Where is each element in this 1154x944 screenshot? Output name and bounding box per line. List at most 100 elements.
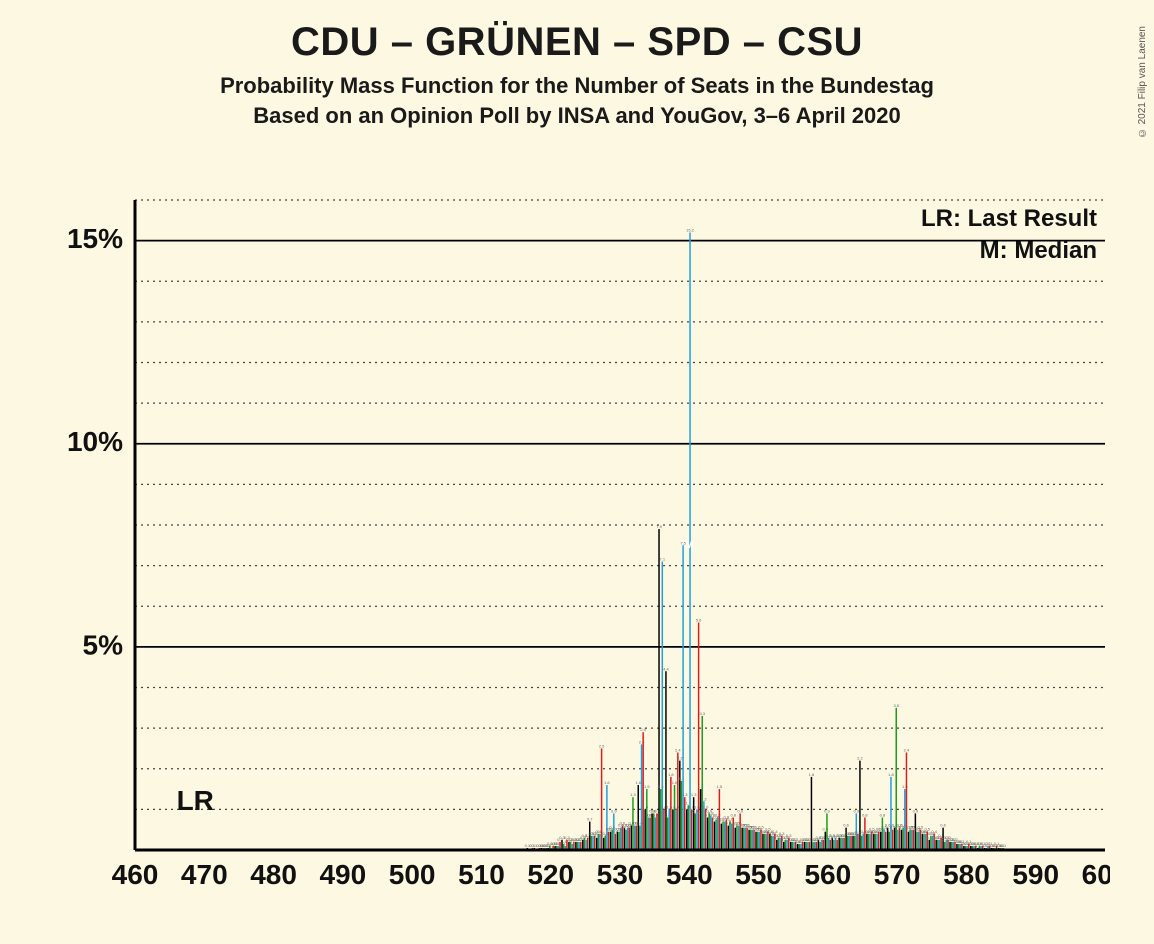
bar-value-label: 1.8 [888,772,894,777]
bar-green [750,830,751,850]
bar-green [639,826,640,850]
chart-svg: 0.10.10.10.10.10.10.10.10.10.10.10.10.10… [50,190,1110,910]
bar-red [830,840,831,850]
bar-black [748,830,749,850]
bar-value-label: 0.9 [854,808,860,813]
bar-value-label: 0.6 [940,823,946,828]
bar-blue [904,789,905,850]
bar-green [604,836,605,850]
bar-black [679,761,680,850]
bar-value-label: 5.6 [696,618,702,623]
bar-green [868,834,869,850]
bar-value-label: 0.1 [1001,843,1007,848]
bar-blue [627,828,628,850]
bar-blue [897,830,898,850]
bar-red [885,832,886,850]
bar-value-label: 1.5 [644,784,650,789]
xtick-label: 550 [735,859,782,890]
bar-black [631,826,632,850]
bar-blue [724,822,725,850]
bar-black [776,840,777,850]
bar-green [882,818,883,851]
bar-value-label: 1.3 [691,792,697,797]
bar-black [686,809,687,850]
bar-red [871,832,872,850]
bar-blue [592,836,593,850]
xtick-label: 530 [597,859,644,890]
bar-black [728,826,729,850]
bar-blue [634,826,635,850]
bar-value-label: 1.8 [668,772,674,777]
bar-value-label: 1.7 [679,776,685,781]
bar-black [665,671,666,850]
bar-black [741,828,742,850]
bar-red [656,813,657,850]
bar-value-label: 7.9 [656,524,662,529]
bar-black [672,809,673,850]
bar-black [651,813,652,850]
bar-green [916,832,917,850]
bar-value-label: 1.0 [673,804,679,809]
bar-black [582,840,583,850]
bar-red [594,836,595,850]
bar-value-label: 1.3 [682,792,688,797]
xtick-label: 570 [874,859,921,890]
bar-value-label: 0.6 [843,823,849,828]
bar-green [701,716,702,850]
bar-blue [738,826,739,850]
ytick-label: 5% [83,629,124,660]
bar-green [826,813,827,850]
bar-value-label: 0.9 [737,808,743,813]
bar-red [892,830,893,850]
xtick-label: 560 [804,859,851,890]
bar-green [695,813,696,850]
bar-blue [869,834,870,850]
bar-blue [939,840,940,850]
bar-green [729,822,730,850]
chart-subtitle-2: Based on an Opinion Poll by INSA and You… [0,103,1154,129]
bar-red [836,840,837,850]
bar-red [587,838,588,850]
bar-red [649,818,650,851]
bar-black [721,824,722,850]
xtick-label: 590 [1012,859,1059,890]
bar-blue [675,809,676,850]
legend-lr: LR: Last Result [921,205,1097,232]
bar-value-label: 0.9 [824,808,830,813]
xtick-label: 500 [389,859,436,890]
bar-green [861,836,862,850]
bar-black [755,832,756,850]
bar-blue [696,809,697,850]
bar-green [930,836,931,850]
bar-value-label: 1.8 [809,772,815,777]
bar-black [922,834,923,850]
bar-blue [911,830,912,850]
bar-black [610,832,611,850]
bar-value-label: 1.5 [717,784,723,789]
bar-green [715,820,716,850]
bar-value-label: 0.7 [587,817,593,822]
bar-red [698,623,699,851]
xtick-label: 480 [250,859,297,890]
bar-black [852,836,853,850]
bar-black [658,529,659,850]
xtick-label: 600 [1082,859,1110,890]
bar-blue [883,830,884,850]
bar-black [734,828,735,850]
bar-green [660,789,661,850]
bar-red [746,828,747,850]
bar-value-label: 1.2 [701,796,707,801]
bar-red [712,818,713,851]
bar-blue [890,777,891,850]
bar-green [854,836,855,850]
bar-blue [849,836,850,850]
bar-red [864,818,865,851]
bar-blue [766,834,767,850]
bar-green [902,828,903,850]
ytick-label: 10% [67,426,123,457]
bar-green [875,834,876,850]
bar-red [739,813,740,850]
bar-black [928,840,929,850]
bar-value-label: 1.5 [698,784,704,789]
m-marker: M [685,540,693,551]
